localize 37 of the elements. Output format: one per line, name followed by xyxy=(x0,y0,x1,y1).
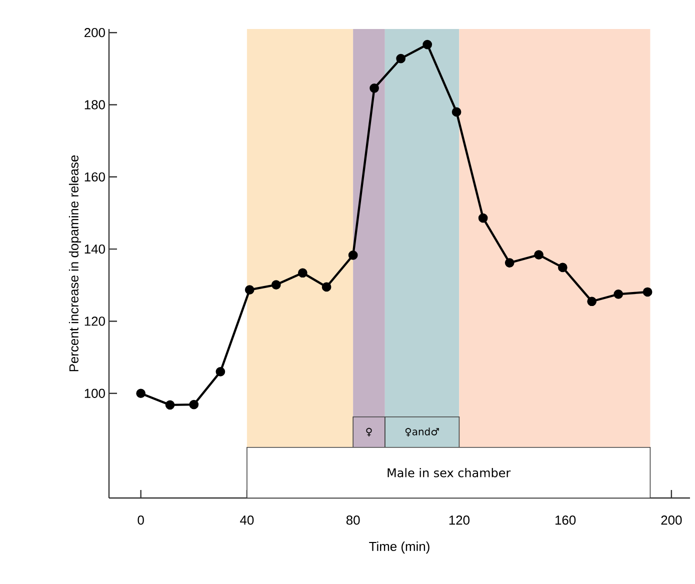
x-tick-label: 0 xyxy=(138,516,144,525)
point xyxy=(370,83,379,93)
point xyxy=(298,268,308,278)
point xyxy=(504,258,514,268)
point xyxy=(136,388,146,398)
band-label: Male in sex chamber xyxy=(388,468,511,478)
point xyxy=(452,107,462,117)
y-tick-label: 200 xyxy=(84,28,105,38)
point xyxy=(271,280,281,290)
y-axis-title: Percent increase in dopamine release xyxy=(68,155,82,372)
point xyxy=(322,282,332,292)
point xyxy=(422,40,432,50)
x-axis-title: Time (min) xyxy=(369,542,430,554)
y-tick-label: 180 xyxy=(84,100,105,110)
y-tick-label: 140 xyxy=(84,244,105,254)
point xyxy=(478,213,488,223)
point xyxy=(642,287,652,297)
point xyxy=(216,367,226,376)
point xyxy=(165,400,175,410)
point xyxy=(614,289,624,299)
y-tick-label: 160 xyxy=(84,172,105,182)
point xyxy=(348,250,358,260)
x-tick-label: 40 xyxy=(240,516,254,525)
band-label: ♀ xyxy=(366,428,372,436)
x-tick-label: 80 xyxy=(346,516,360,525)
y-tick-label: 120 xyxy=(84,316,105,326)
y-tick-label: 100 xyxy=(84,388,105,398)
point xyxy=(396,54,406,64)
point xyxy=(244,285,254,295)
band-label: ♀and♂ xyxy=(405,428,439,437)
x-tick-label: 160 xyxy=(555,516,576,525)
point xyxy=(534,250,544,260)
point xyxy=(587,296,597,306)
x-tick-label: 200 xyxy=(661,516,682,525)
point xyxy=(558,262,568,272)
point xyxy=(189,400,199,410)
x-tick-label: 120 xyxy=(449,516,470,525)
